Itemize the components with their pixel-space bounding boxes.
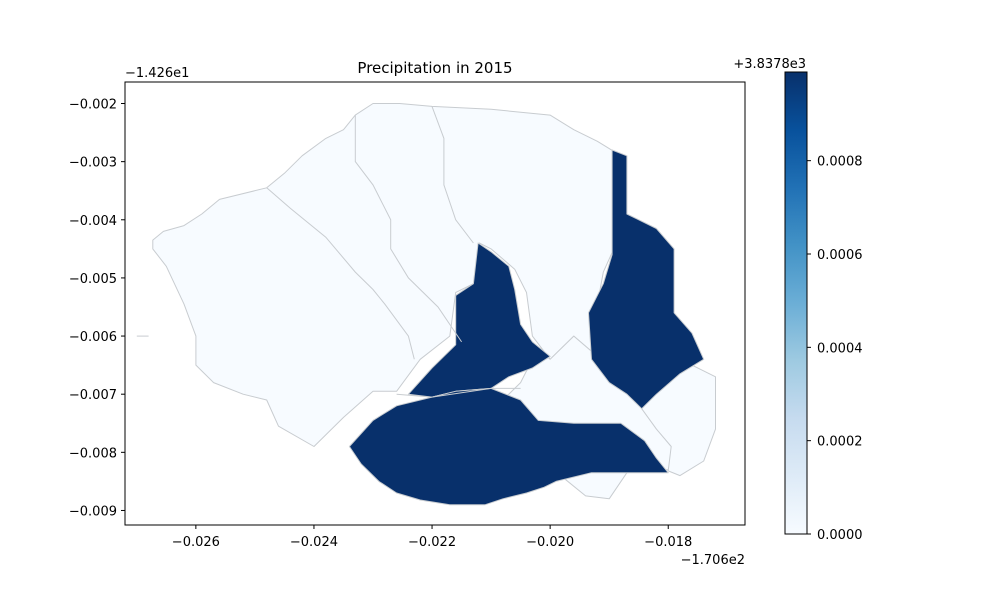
- y-tick-label: −0.008: [69, 446, 117, 461]
- colorbar-ticks: 0.0000 0.0002 0.0004 0.0006 0.0008: [807, 155, 863, 543]
- colorbar-tick-label: 0.0004: [817, 341, 863, 356]
- y-offset-text: −1.426e1: [125, 66, 189, 81]
- colorbar: 0.0000 0.0002 0.0004 0.0006 0.0008 +3.8378e3: [733, 57, 862, 543]
- y-tick-label: −0.006: [69, 330, 117, 345]
- region-border-3: [396, 387, 521, 398]
- colorbar-offset-text: +3.8378e3: [733, 57, 806, 72]
- colorbar-tick-label: 0.0000: [817, 528, 863, 543]
- colorbar-tick-label: 0.0002: [817, 435, 863, 450]
- x-offset-text: −1.706e2: [681, 553, 745, 568]
- colorbar-gradient: [784, 71, 808, 535]
- colorbar-tick-label: 0.0006: [817, 248, 863, 263]
- region-border-0: [266, 187, 415, 360]
- y-tick-label: −0.002: [69, 98, 117, 113]
- x-tick-label: −0.026: [172, 535, 220, 550]
- region-border-2: [431, 106, 474, 244]
- y-axis: −0.002 −0.003 −0.004 −0.005 −0.006 −0.007 −0.0…: [69, 98, 125, 519]
- y-tick-label: −0.005: [69, 272, 117, 287]
- y-tick-label: −0.004: [69, 214, 117, 229]
- region-5: [348, 387, 669, 506]
- border-layer: [136, 106, 521, 398]
- region-layer: [152, 103, 716, 506]
- x-tick-label: −0.018: [644, 535, 692, 550]
- x-tick-label: −0.024: [290, 535, 338, 550]
- y-tick-label: −0.007: [69, 388, 117, 403]
- chart-title: Precipitation in 2015: [357, 59, 512, 77]
- y-tick-label: −0.009: [69, 504, 117, 519]
- region-4: [407, 242, 551, 398]
- colorbar-tick-label: 0.0008: [817, 155, 863, 170]
- y-tick-label: −0.003: [69, 156, 117, 171]
- x-tick-label: −0.022: [408, 535, 456, 550]
- region-3: [588, 149, 705, 410]
- x-tick-label: −0.020: [526, 535, 574, 550]
- x-axis: −0.026 −0.024 −0.022 −0.020 −0.018: [172, 525, 692, 550]
- axes-frame: [124, 81, 746, 526]
- region-border-1: [354, 115, 463, 343]
- plot-area: [124, 81, 746, 526]
